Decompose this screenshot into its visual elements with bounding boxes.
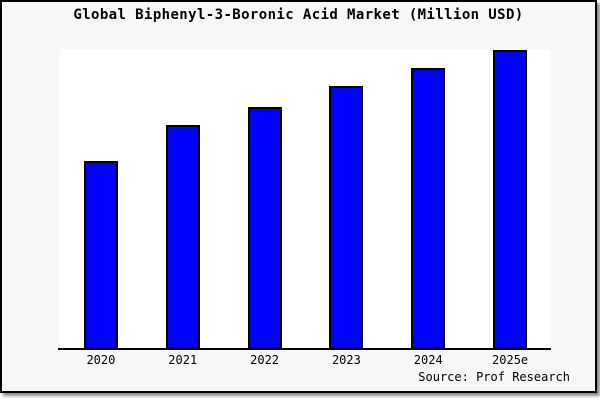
- chart-window: Global Biphenyl-3-Boronic Acid Market (M…: [0, 0, 597, 393]
- bar-2022: [247, 107, 282, 349]
- source-credit: Source: Prof Research: [418, 370, 570, 384]
- x-tick-label-2024: 2024: [413, 353, 443, 367]
- plot-area: [60, 49, 551, 349]
- bar-2024: [411, 68, 446, 349]
- x-tick-label-2022: 2022: [250, 353, 280, 367]
- x-tick-label-2025e: 2025e: [492, 353, 529, 367]
- bar-2023: [329, 86, 364, 349]
- x-axis-line: [58, 348, 551, 350]
- bar-2020: [83, 161, 118, 349]
- x-tick-label-2020: 2020: [86, 353, 116, 367]
- chart-title: Global Biphenyl-3-Boronic Acid Market (M…: [73, 7, 524, 23]
- x-tick-label-2023: 2023: [331, 353, 361, 367]
- bar-2025e: [493, 50, 528, 349]
- x-tick-label-2021: 2021: [168, 353, 198, 367]
- bar-2021: [165, 125, 200, 349]
